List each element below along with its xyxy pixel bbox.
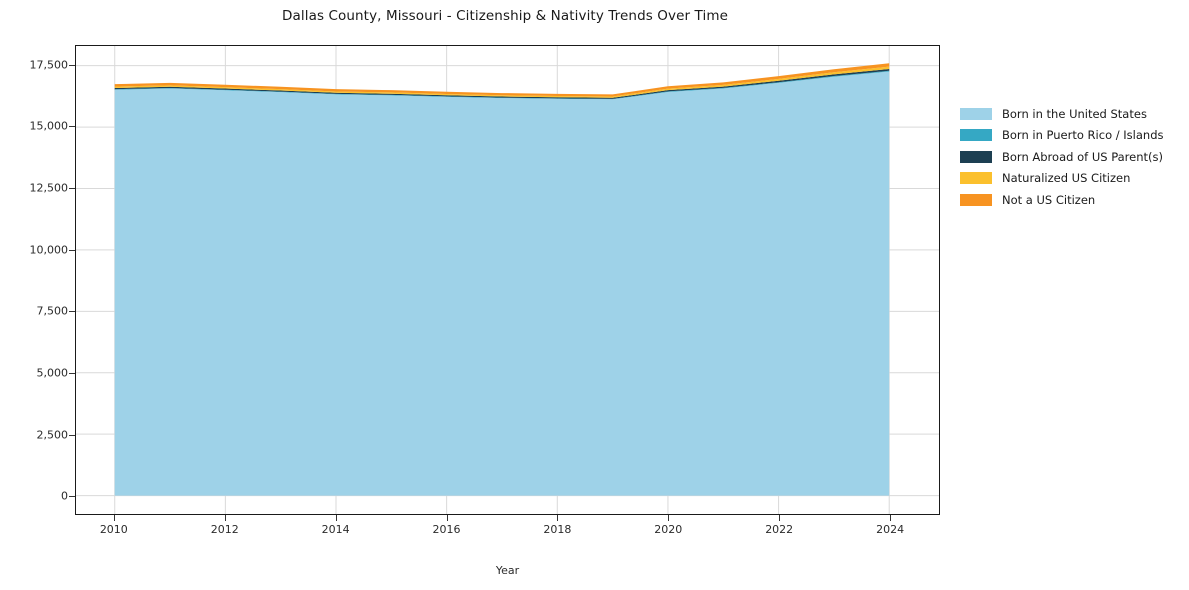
x-axis-tick-mark: [224, 515, 226, 521]
y-axis-tick-label: 5,000: [36, 366, 69, 380]
x-axis-tick-label: 2016: [432, 523, 461, 536]
y-axis-tick-mark: [69, 249, 75, 251]
legend-color-swatch: [960, 129, 992, 142]
legend-item-label: Not a US Citizen: [1002, 192, 1096, 207]
y-axis-tick-mark: [69, 434, 75, 436]
plot-area: [75, 45, 940, 515]
area-series: [114, 63, 890, 97]
legend-color-swatch: [960, 107, 992, 120]
legend-color-swatch: [960, 193, 992, 206]
legend-item-label: Born in Puerto Rico / Islands: [1002, 128, 1164, 143]
x-axis-tick-mark: [668, 515, 670, 521]
x-axis-label: Year: [495, 564, 520, 577]
y-axis-tick-mark: [69, 64, 75, 66]
legend-item[interactable]: Not a US Citizen: [960, 189, 1164, 211]
x-axis-tick-mark: [446, 515, 448, 521]
legend-item[interactable]: Naturalized US Citizen: [960, 168, 1164, 190]
x-axis-tick-label: 2024: [876, 523, 905, 536]
legend-item-label: Born Abroad of US Parent(s): [1002, 149, 1163, 164]
y-axis-tick-mark: [69, 126, 75, 128]
y-axis-tick-mark: [69, 373, 75, 375]
x-axis-tick-mark: [890, 515, 892, 521]
y-axis-tick-mark: [69, 311, 75, 313]
x-axis-tick-label: 2018: [543, 523, 572, 536]
legend-color-swatch: [960, 150, 992, 163]
area-series: [114, 71, 890, 496]
stacked-area-series: [114, 63, 890, 496]
chart-legend: Born in the United States Born in Puerto …: [960, 103, 1164, 211]
y-axis-tick-mark: [69, 188, 75, 190]
y-axis-tick-label: 0: [61, 489, 68, 503]
y-axis-tick-label: 12,500: [29, 181, 69, 195]
x-axis-tick-mark: [557, 515, 559, 521]
x-axis-tick-label: 2014: [321, 523, 350, 536]
x-axis-tick-mark: [779, 515, 781, 521]
legend-item[interactable]: Born in Puerto Rico / Islands: [960, 125, 1164, 147]
x-axis-tick-label: 2010: [99, 523, 128, 536]
chart-title: Dallas County, Missouri - Citizenship & …: [282, 8, 728, 24]
y-axis-tick-label: 2,500: [36, 428, 69, 442]
x-axis-tick-label: 2022: [765, 523, 794, 536]
legend-color-swatch: [960, 172, 992, 185]
x-axis-tick-label: 2012: [210, 523, 239, 536]
y-axis-tick-label: 17,500: [29, 58, 69, 72]
legend-item[interactable]: Born in the United States: [960, 103, 1164, 125]
x-axis-tick-mark: [113, 515, 115, 521]
y-axis-tick-label: 15,000: [29, 119, 69, 133]
y-axis-tick-mark: [69, 496, 75, 498]
x-axis-tick-mark: [335, 515, 337, 521]
y-axis-tick-label: 7,500: [36, 304, 69, 318]
legend-item[interactable]: Born Abroad of US Parent(s): [960, 146, 1164, 168]
x-axis-tick-label: 2020: [654, 523, 683, 536]
legend-item-label: Naturalized US Citizen: [1002, 171, 1131, 186]
legend-item-label: Born in the United States: [1002, 106, 1147, 121]
y-axis-tick-label: 10,000: [29, 243, 69, 257]
